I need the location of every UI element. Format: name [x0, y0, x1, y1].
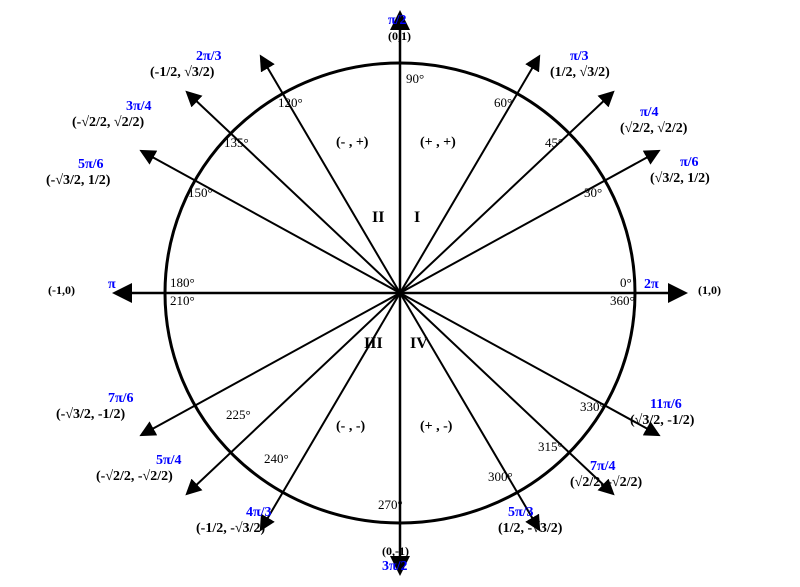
- deg-210: 210°: [170, 294, 195, 308]
- rad-360: 2π: [644, 278, 659, 293]
- rad-45: π/4: [640, 106, 659, 121]
- coord-300: (1/2, -√3/2): [498, 522, 562, 537]
- deg-0: 0°: [620, 276, 632, 290]
- deg-135: 135°: [224, 136, 249, 150]
- deg-90: 90°: [406, 72, 424, 86]
- quadrant-4: IV: [410, 336, 428, 353]
- sign-q2: (- , +): [336, 136, 368, 151]
- coord-315: (√2/2, -√2/2): [570, 476, 642, 491]
- deg-270: 270°: [378, 498, 403, 512]
- deg-30: 30°: [584, 186, 602, 200]
- rad-180: π: [108, 278, 116, 293]
- coord-180: (-1,0): [48, 284, 75, 297]
- coord-270: (0,-1): [382, 545, 409, 558]
- sign-q3: (- , -): [336, 420, 365, 435]
- deg-150: 150°: [188, 186, 213, 200]
- rad-90: π/2: [388, 14, 407, 29]
- rad-210: 7π/6: [108, 392, 134, 407]
- deg-180: 180°: [170, 276, 195, 290]
- deg-225: 225°: [226, 408, 251, 422]
- quadrant-1: I: [414, 210, 420, 227]
- deg-330: 330°: [580, 400, 605, 414]
- rad-225: 5π/4: [156, 454, 182, 469]
- coord-240: (-1/2, -√3/2): [196, 522, 265, 537]
- rad-120: 2π/3: [196, 50, 222, 65]
- rad-240: 4π/3: [246, 506, 272, 521]
- deg-360: 360°: [610, 294, 635, 308]
- coord-120: (-1/2, √3/2): [150, 66, 214, 81]
- rad-315: 7π/4: [590, 460, 616, 475]
- coord-45: (√2/2, √2/2): [620, 122, 687, 137]
- rad-135: 3π/4: [126, 100, 152, 115]
- unit-circle-diagram: 0° 30° 45° 60° 90° 120° 135° 150° 180° 2…: [0, 0, 800, 587]
- sign-q1: (+ , +): [420, 136, 456, 151]
- coord-135: (-√2/2, √2/2): [72, 116, 144, 131]
- coord-330: (√3/2, -1/2): [630, 414, 694, 429]
- quadrant-3: III: [364, 336, 383, 353]
- rad-30: π/6: [680, 156, 699, 171]
- coord-30: (√3/2, 1/2): [650, 172, 710, 187]
- coord-60: (1/2, √3/2): [550, 66, 610, 81]
- deg-240: 240°: [264, 452, 289, 466]
- deg-45: 45°: [545, 136, 563, 150]
- rad-270: 3π/2: [382, 560, 408, 575]
- rad-60: π/3: [570, 50, 589, 65]
- coord-210: (-√3/2, -1/2): [56, 408, 125, 423]
- sign-q4: (+ , -): [420, 420, 452, 435]
- rad-300: 5π/3: [508, 506, 534, 521]
- coord-0: (1,0): [698, 284, 721, 297]
- deg-300: 300°: [488, 470, 513, 484]
- coord-90: (0,1): [388, 30, 411, 43]
- rad-330: 11π/6: [650, 398, 682, 413]
- deg-315: 315°: [538, 440, 563, 454]
- coord-225: (-√2/2, -√2/2): [96, 470, 173, 485]
- rad-150: 5π/6: [78, 158, 104, 173]
- quadrant-2: II: [372, 210, 384, 227]
- deg-60: 60°: [494, 96, 512, 110]
- coord-150: (-√3/2, 1/2): [46, 174, 110, 189]
- deg-120: 120°: [278, 96, 303, 110]
